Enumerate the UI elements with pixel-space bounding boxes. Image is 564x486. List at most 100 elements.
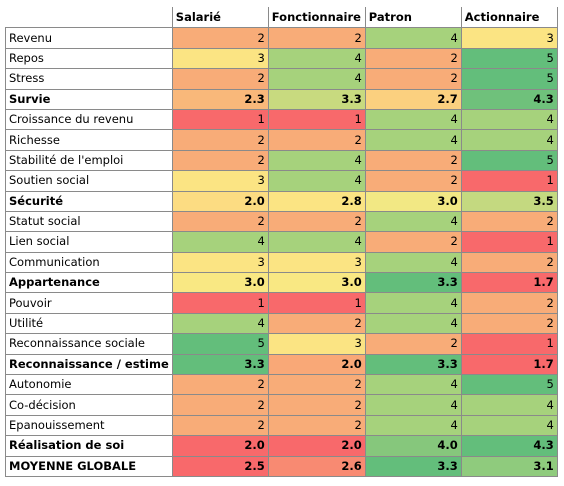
- score-cell[interactable]: 4: [267, 170, 366, 192]
- row-label[interactable]: Epanouissement: [5, 414, 173, 437]
- score-cell[interactable]: 2: [364, 149, 462, 172]
- summary-cell[interactable]: 3.3: [171, 353, 269, 376]
- summary-label[interactable]: MOYENNE GLOBALE: [5, 455, 173, 477]
- row-label[interactable]: Reconnaissance sociale: [5, 333, 173, 355]
- summary-label[interactable]: Sécurité: [5, 190, 173, 212]
- row-label[interactable]: Croissance du revenu: [5, 108, 173, 131]
- score-cell[interactable]: 4: [364, 374, 462, 396]
- row-label[interactable]: Utilité: [5, 312, 173, 335]
- score-cell[interactable]: 4: [267, 149, 366, 172]
- row-label[interactable]: Autonomie: [5, 374, 173, 396]
- score-cell[interactable]: 1: [267, 108, 366, 131]
- score-cell[interactable]: 4: [267, 47, 366, 70]
- score-cell[interactable]: 4: [364, 292, 462, 314]
- summary-cell[interactable]: 2.3: [171, 88, 269, 110]
- summary-cell[interactable]: 1.7: [460, 272, 558, 294]
- summary-label[interactable]: Réalisation de soi: [5, 435, 173, 457]
- score-cell[interactable]: 4: [364, 394, 462, 416]
- summary-cell[interactable]: 3.0: [364, 190, 462, 212]
- summary-cell[interactable]: 2.0: [267, 435, 366, 457]
- score-cell[interactable]: 3: [460, 27, 558, 49]
- score-cell[interactable]: 3: [267, 333, 366, 355]
- score-cell[interactable]: 2: [171, 129, 269, 151]
- score-cell[interactable]: 2: [364, 170, 462, 192]
- summary-label[interactable]: Reconnaissance / estime: [5, 353, 173, 376]
- score-cell[interactable]: 4: [364, 108, 462, 131]
- summary-cell[interactable]: 4.3: [460, 435, 558, 457]
- score-cell[interactable]: 2: [460, 210, 558, 233]
- score-cell[interactable]: 4: [460, 108, 558, 131]
- score-cell[interactable]: 2: [171, 414, 269, 437]
- score-cell[interactable]: 4: [364, 414, 462, 437]
- row-label[interactable]: Soutien social: [5, 170, 173, 192]
- summary-cell[interactable]: 3.3: [267, 88, 366, 110]
- row-label[interactable]: Co-décision: [5, 394, 173, 416]
- column-header-actionnaire[interactable]: Actionnaire: [460, 6, 558, 29]
- score-cell[interactable]: 1: [267, 292, 366, 314]
- score-cell[interactable]: 1: [171, 292, 269, 314]
- score-cell[interactable]: 2: [460, 251, 558, 274]
- score-cell[interactable]: 2: [171, 374, 269, 396]
- score-cell[interactable]: 4: [267, 231, 366, 253]
- row-label[interactable]: Revenu: [5, 27, 173, 49]
- score-cell[interactable]: 2: [267, 394, 366, 416]
- score-cell[interactable]: 5: [460, 47, 558, 70]
- score-cell[interactable]: 2: [267, 210, 366, 233]
- summary-cell[interactable]: 2.6: [267, 455, 366, 477]
- score-cell[interactable]: 4: [460, 129, 558, 151]
- score-cell[interactable]: 1: [460, 333, 558, 355]
- score-cell[interactable]: 5: [460, 374, 558, 396]
- score-cell[interactable]: 2: [171, 210, 269, 233]
- score-cell[interactable]: 5: [460, 149, 558, 172]
- score-cell[interactable]: 2: [171, 149, 269, 172]
- score-cell[interactable]: 4: [364, 129, 462, 151]
- score-cell[interactable]: 2: [267, 129, 366, 151]
- column-header-fonctionnaire[interactable]: Fonctionnaire: [267, 6, 366, 29]
- summary-cell[interactable]: 4.3: [460, 88, 558, 110]
- summary-cell[interactable]: 1.7: [460, 353, 558, 376]
- summary-cell[interactable]: 3.3: [364, 353, 462, 376]
- summary-cell[interactable]: 2.5: [171, 455, 269, 477]
- score-cell[interactable]: 2: [171, 27, 269, 49]
- row-label[interactable]: Stabilité de l'emploi: [5, 149, 173, 172]
- row-label[interactable]: Communication: [5, 251, 173, 274]
- summary-cell[interactable]: 4.0: [364, 435, 462, 457]
- summary-cell[interactable]: 2.7: [364, 88, 462, 110]
- row-label[interactable]: Pouvoir: [5, 292, 173, 314]
- column-header-patron[interactable]: Patron: [364, 6, 462, 29]
- summary-label[interactable]: Survie: [5, 88, 173, 110]
- score-cell[interactable]: 4: [171, 312, 269, 335]
- score-cell[interactable]: 4: [171, 231, 269, 253]
- row-label[interactable]: Repos: [5, 47, 173, 70]
- summary-cell[interactable]: 2.0: [171, 435, 269, 457]
- summary-cell[interactable]: 3.1: [460, 455, 558, 477]
- score-cell[interactable]: 4: [364, 27, 462, 49]
- score-cell[interactable]: 4: [364, 210, 462, 233]
- score-cell[interactable]: 1: [460, 231, 558, 253]
- score-cell[interactable]: 2: [171, 68, 269, 90]
- score-cell[interactable]: 3: [171, 251, 269, 274]
- summary-cell[interactable]: 3.0: [171, 272, 269, 294]
- score-cell[interactable]: 2: [364, 231, 462, 253]
- score-cell[interactable]: 1: [171, 108, 269, 131]
- score-cell[interactable]: 4: [364, 312, 462, 335]
- score-cell[interactable]: 2: [460, 292, 558, 314]
- summary-cell[interactable]: 3.0: [267, 272, 366, 294]
- summary-cell[interactable]: 3.3: [364, 272, 462, 294]
- summary-cell[interactable]: 3.5: [460, 190, 558, 212]
- score-cell[interactable]: 3: [267, 251, 366, 274]
- score-cell[interactable]: 2: [364, 333, 462, 355]
- score-cell[interactable]: 2: [171, 394, 269, 416]
- column-header-salarie[interactable]: Salarié: [171, 6, 269, 29]
- score-cell[interactable]: 2: [267, 414, 366, 437]
- score-cell[interactable]: 2: [364, 68, 462, 90]
- score-cell[interactable]: 2: [267, 374, 366, 396]
- score-cell[interactable]: 2: [460, 312, 558, 335]
- score-cell[interactable]: 2: [267, 27, 366, 49]
- score-cell[interactable]: 4: [460, 394, 558, 416]
- summary-cell[interactable]: 3.3: [364, 455, 462, 477]
- row-label[interactable]: Richesse: [5, 129, 173, 151]
- score-cell[interactable]: 4: [460, 414, 558, 437]
- score-cell[interactable]: 4: [364, 251, 462, 274]
- row-label[interactable]: Statut social: [5, 210, 173, 233]
